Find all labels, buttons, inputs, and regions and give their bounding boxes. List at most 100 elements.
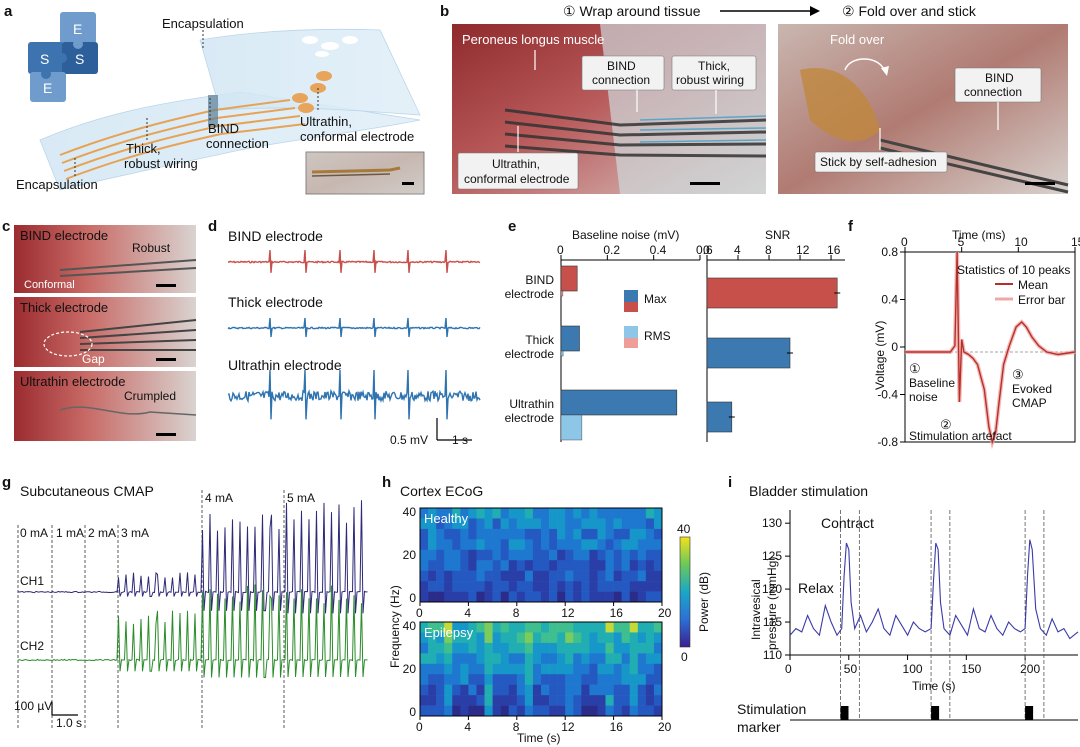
heat-cell: [452, 508, 461, 519]
tick-label: 12: [561, 606, 575, 620]
heat-cell: [637, 674, 647, 685]
heat-cell: [653, 549, 663, 561]
heat-cell: [516, 622, 526, 633]
heat-cell: [565, 591, 574, 603]
heat-cell: [532, 508, 542, 519]
heat-cell: [420, 695, 429, 706]
heat-cell: [476, 508, 485, 519]
legend-label-rms: RMS: [644, 329, 671, 343]
heat-cell: [549, 695, 558, 706]
photo-fold: Fold over BIND connection Stick by self-…: [778, 24, 1069, 194]
puzzle-letter: S: [75, 51, 84, 67]
puzzle-piece-e-bottom: [30, 72, 66, 102]
heat-cell: [420, 674, 429, 685]
heat-cell: [420, 632, 429, 644]
heat-cell: [484, 674, 493, 685]
heat-cell: [508, 528, 518, 540]
heat-cell: [637, 539, 647, 551]
heat-cell: [468, 539, 477, 551]
heat-cell: [508, 549, 518, 561]
heat-cell: [524, 508, 534, 519]
heat-cell: [621, 560, 631, 571]
photo-thick-electrode: Thick electrode Gap: [14, 297, 197, 367]
heat-cell: [460, 622, 469, 633]
heat-cell: [637, 705, 647, 717]
heat-cell: [420, 705, 429, 717]
heat-cell: [452, 528, 461, 540]
heat-cell: [452, 591, 461, 603]
heat-cell: [581, 539, 590, 551]
heat-cell: [420, 581, 429, 592]
h-title: Cortex ECoG: [400, 483, 483, 499]
heat-cell: [420, 642, 429, 654]
heat-cell: [436, 549, 445, 561]
category-label: Thick: [525, 333, 555, 347]
heat-cell: [621, 705, 631, 717]
heat-cell: [573, 622, 582, 633]
heat-cell: [468, 632, 477, 644]
tick-label: 0.2: [603, 243, 620, 257]
heat-cell: [436, 632, 445, 644]
heat-cell: [581, 622, 590, 633]
tick-label: 12: [561, 720, 575, 734]
stim-marker: [931, 706, 940, 720]
heat-cell: [444, 622, 453, 633]
heat-cell: [476, 591, 485, 603]
scale-bar: [1025, 182, 1055, 185]
channel-label-ch1: CH1: [20, 574, 44, 588]
panel-h: h Cortex ECoG Healthy Epilepsy 004488121…: [382, 474, 711, 745]
heat-cell: [492, 539, 501, 551]
heat-cell: [468, 684, 477, 696]
heat-cell: [500, 663, 510, 675]
panel-letter-d: d: [208, 218, 217, 235]
heat-cell: [436, 570, 445, 582]
heat-cell: [581, 674, 590, 685]
heat-cell: [557, 653, 566, 665]
heat-cell: [653, 642, 663, 654]
legend-label-mean: Mean: [1018, 278, 1048, 292]
panel-g: g Subcutaneous CMAP 0 mA 1 mA 2 mA 3 mA …: [2, 474, 368, 730]
heat-cell: [589, 642, 598, 654]
tick-label: 16: [610, 606, 624, 620]
tick-label: 120: [762, 582, 782, 596]
heat-cell: [565, 508, 574, 519]
tick-label: 0: [409, 705, 416, 719]
heat-cell: [532, 622, 542, 633]
step-1-title: ① Wrap around tissue: [563, 3, 701, 19]
heat-cell: [557, 560, 566, 571]
heat-cell: [492, 632, 501, 644]
heat-cell: [484, 663, 493, 675]
heat-cell: [524, 632, 534, 644]
heat-cell: [516, 674, 526, 685]
annot-stim-artefact: Stimulation artefact: [909, 429, 1012, 443]
heat-cell: [621, 642, 631, 654]
heat-cell: [492, 528, 501, 540]
heat-cell: [420, 539, 429, 551]
label-bind: BIND: [985, 71, 1014, 85]
heat-cell: [565, 622, 574, 633]
heat-cell: [637, 653, 647, 665]
axis-title-noise: Baseline noise (mV): [572, 228, 679, 242]
bar-noise-max: [560, 389, 678, 416]
heat-cell: [653, 560, 663, 571]
heat-cell: [629, 705, 639, 717]
heat-cell: [629, 581, 639, 592]
heat-cell: [621, 518, 631, 530]
heat-cell: [428, 581, 437, 592]
heat-cell: [541, 581, 550, 592]
heat-cell: [524, 518, 534, 530]
heat-cell: [645, 695, 655, 706]
heat-cell: [541, 508, 550, 519]
puzzle-piece-e-top: [60, 12, 96, 44]
heat-cell: [597, 632, 606, 644]
heat-cell: [492, 695, 501, 706]
label-ultrathin: Ultrathin,: [492, 157, 540, 171]
heat-cell: [589, 508, 598, 519]
heat-cell: [428, 528, 437, 540]
tick-label: 4: [464, 720, 471, 734]
heat-cell: [476, 642, 485, 654]
heat-cell: [516, 570, 526, 582]
trace-label-bind: BIND electrode: [228, 228, 323, 244]
label-conformal-electrode: conformal electrode: [300, 129, 414, 144]
